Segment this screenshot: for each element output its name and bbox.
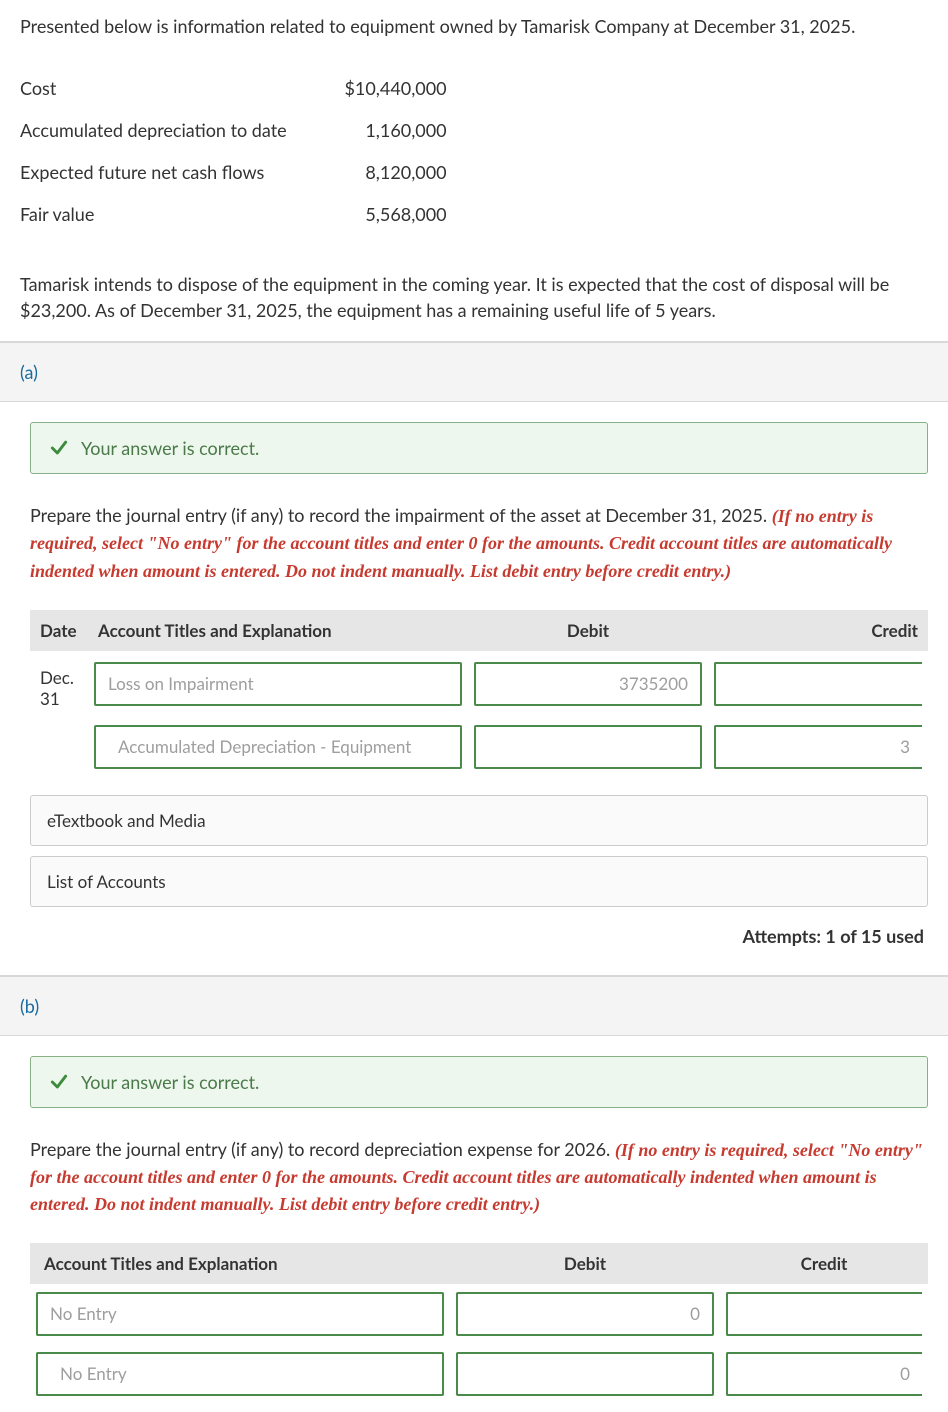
- prompt-plain: Prepare the journal entry (if any) to re…: [30, 504, 772, 526]
- credit-input[interactable]: [714, 662, 922, 706]
- intro-text: Presented below is information related t…: [20, 14, 928, 39]
- info-value: $10,440,000: [327, 67, 447, 109]
- account-title-input[interactable]: Loss on Impairment: [94, 662, 462, 706]
- journal-entry-table-a: Date Account Titles and Explanation Debi…: [30, 610, 928, 777]
- account-title-input[interactable]: Accumulated Depreciation - Equipment: [94, 725, 462, 769]
- info-label: Accumulated depreciation to date: [20, 109, 327, 151]
- info-value: 8,120,000: [327, 151, 447, 193]
- prompt-plain: Prepare the journal entry (if any) to re…: [30, 1138, 615, 1160]
- col-account: Account Titles and Explanation: [30, 1243, 450, 1284]
- part-a-label: (a): [20, 361, 38, 383]
- part-a-body: Your answer is correct. Prepare the jour…: [0, 402, 948, 952]
- debit-input[interactable]: 3735200: [474, 662, 702, 706]
- table-header-row: Date Account Titles and Explanation Debi…: [30, 610, 928, 651]
- col-account: Account Titles and Explanation: [88, 610, 468, 651]
- list-of-accounts-button[interactable]: List of Accounts: [30, 856, 928, 907]
- debit-input[interactable]: [456, 1352, 714, 1396]
- etextbook-button[interactable]: eTextbook and Media: [30, 795, 928, 846]
- part-a-prompt: Prepare the journal entry (if any) to re…: [30, 502, 928, 583]
- attempts-counter: Attempts: 1 of 15 used: [30, 925, 928, 947]
- table-row: Fair value 5,568,000: [20, 193, 447, 235]
- col-date: Date: [30, 610, 88, 651]
- part-b-body: Your answer is correct. Prepare the jour…: [0, 1036, 948, 1410]
- info-label: Cost: [20, 67, 327, 109]
- part-b-header[interactable]: (b): [0, 976, 948, 1036]
- table-row: No Entry 0: [30, 1344, 928, 1404]
- col-debit: Debit: [468, 610, 708, 651]
- table-row: No Entry 0: [30, 1284, 928, 1344]
- date-cell: [30, 717, 88, 777]
- info-label: Fair value: [20, 193, 327, 235]
- account-title-input[interactable]: No Entry: [36, 1352, 444, 1396]
- table-row: Cost $10,440,000: [20, 67, 447, 109]
- part-b-label: (b): [20, 995, 39, 1017]
- check-icon: [49, 438, 69, 458]
- equipment-info-table: Cost $10,440,000 Accumulated depreciatio…: [20, 67, 447, 235]
- check-icon: [49, 1072, 69, 1092]
- col-credit: Credit: [720, 1243, 928, 1284]
- feedback-correct: Your answer is correct.: [30, 422, 928, 474]
- feedback-correct: Your answer is correct.: [30, 1056, 928, 1108]
- info-label: Expected future net cash flows: [20, 151, 327, 193]
- part-b-prompt: Prepare the journal entry (if any) to re…: [30, 1136, 928, 1217]
- credit-input[interactable]: [726, 1292, 922, 1336]
- followup-text: Tamarisk intends to dispose of the equip…: [20, 271, 928, 323]
- feedback-text: Your answer is correct.: [81, 437, 259, 459]
- account-title-input[interactable]: No Entry: [36, 1292, 444, 1336]
- table-row: Dec. 31 Loss on Impairment 3735200: [30, 651, 928, 717]
- debit-input[interactable]: [474, 725, 702, 769]
- debit-input[interactable]: 0: [456, 1292, 714, 1336]
- info-value: 1,160,000: [327, 109, 447, 151]
- info-value: 5,568,000: [327, 193, 447, 235]
- credit-input[interactable]: 3: [714, 725, 922, 769]
- table-row: Expected future net cash flows 8,120,000: [20, 151, 447, 193]
- date-cell: Dec. 31: [30, 651, 88, 717]
- feedback-text: Your answer is correct.: [81, 1071, 259, 1093]
- journal-entry-table-b: Account Titles and Explanation Debit Cre…: [30, 1243, 928, 1404]
- table-row: Accumulated depreciation to date 1,160,0…: [20, 109, 447, 151]
- credit-input[interactable]: 0: [726, 1352, 922, 1396]
- part-a-header[interactable]: (a): [0, 342, 948, 402]
- problem-statement: Presented below is information related t…: [0, 0, 948, 323]
- table-row: Accumulated Depreciation - Equipment 3: [30, 717, 928, 777]
- col-credit: Credit: [708, 610, 928, 651]
- table-header-row: Account Titles and Explanation Debit Cre…: [30, 1243, 928, 1284]
- col-debit: Debit: [450, 1243, 720, 1284]
